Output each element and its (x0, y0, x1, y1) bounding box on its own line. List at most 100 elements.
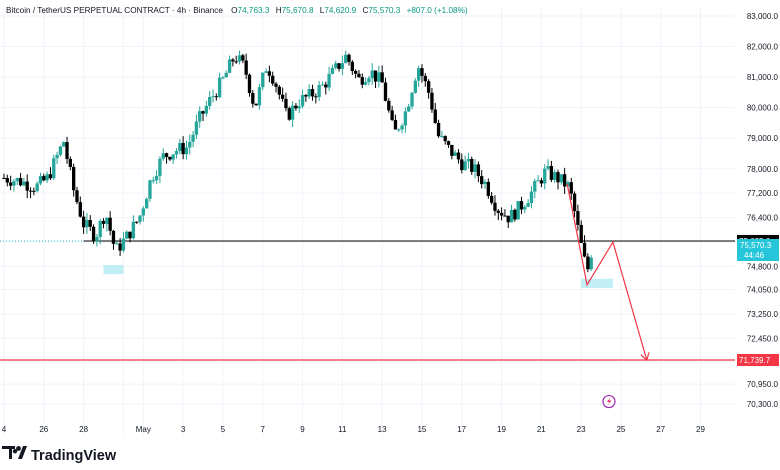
open-value: 74,763.3 (238, 6, 270, 15)
candle-body (168, 156, 172, 160)
price-tick-label: 82,000.0 (747, 43, 779, 52)
candle-body (25, 181, 29, 191)
candle-body (529, 191, 534, 204)
candle-body (271, 75, 275, 84)
candle-body (237, 55, 242, 62)
time-tick-label: 7 (260, 425, 265, 434)
candle-body (151, 180, 155, 182)
candle-body (566, 182, 570, 187)
time-tick-label: 4 (2, 425, 7, 434)
candle-body (22, 181, 26, 186)
projection-line (566, 183, 648, 361)
time-tick-label: 21 (537, 425, 546, 434)
candle-body (347, 54, 351, 62)
candle-body (71, 166, 76, 191)
candle-body (423, 75, 427, 82)
candle-body (476, 164, 481, 177)
candles (2, 50, 593, 273)
candle-body (407, 106, 411, 112)
candle-body (579, 224, 583, 243)
projection-path (566, 183, 650, 362)
candle-body (324, 84, 328, 88)
ohlc-legend: Bitcoin / TetherUS PERPETUAL CONTRACT · … (6, 6, 468, 15)
candle-body (198, 111, 202, 122)
candle-body (353, 70, 358, 74)
candle-body (254, 103, 258, 106)
candle-body (38, 176, 43, 184)
price-axis[interactable]: 83,000.0 82,000.0 81,000.0 80,000.0 79,000.0… (747, 12, 779, 409)
candle-body (513, 209, 517, 220)
highlight-zones (103, 264, 613, 288)
time-tick-label: 9 (300, 425, 305, 434)
candle-body (403, 111, 408, 126)
candle-body (317, 85, 321, 98)
candle-body (257, 87, 262, 106)
candle-body (144, 198, 149, 209)
candle-body (426, 81, 431, 93)
candle-body (499, 212, 504, 216)
candle-body (483, 181, 487, 185)
candle-body (519, 201, 524, 210)
change-value: +807.0 (+1.08%) (407, 6, 468, 15)
candle-body (105, 217, 109, 224)
alert-icon[interactable] (602, 394, 616, 409)
candle-body (161, 153, 165, 159)
candle-body (310, 89, 315, 97)
candle-body (380, 72, 384, 83)
alert-ring (602, 394, 616, 409)
candle-body (118, 243, 122, 251)
candle-body (443, 136, 447, 142)
candle-body (460, 159, 464, 171)
target-badge-bg (737, 354, 779, 367)
candle-body (65, 142, 69, 159)
candle-body (320, 84, 325, 86)
candle-body (188, 141, 192, 148)
candle-body (234, 61, 238, 63)
candle-body (463, 161, 467, 171)
candle-body (28, 190, 33, 192)
candle-body (367, 78, 371, 83)
candle-body (247, 74, 252, 94)
candle-body (393, 119, 398, 130)
candle-body (194, 121, 199, 135)
candle-body (446, 141, 451, 145)
candle-body (480, 176, 484, 185)
target-badge-label: 71,739.7 (739, 356, 771, 365)
tradingview-logo[interactable]: TradingView (2, 446, 117, 464)
candle-body (357, 73, 361, 78)
candle-body (88, 220, 92, 227)
candle-body (18, 178, 23, 186)
candle-body (360, 77, 364, 85)
candle-body (330, 67, 335, 74)
time-tick-label: 28 (79, 425, 88, 434)
candle-body (334, 63, 338, 68)
time-axis[interactable]: 4 26 28 May 3 5 7 9 11 13 15 17 19 21 23 25 27 29 (2, 425, 706, 434)
grid (0, 8, 735, 437)
price-tick-label: 81,000.0 (747, 73, 779, 82)
candle-body (559, 174, 563, 183)
tradingview-logo-icon (2, 446, 27, 459)
candle-body (294, 105, 298, 109)
candle-body (178, 143, 182, 152)
low-value: 74,620.9 (324, 6, 356, 15)
candle-body (496, 210, 500, 213)
candle-body (436, 122, 441, 137)
tradingview-logo-dot (16, 446, 21, 451)
time-tick-label: 25 (616, 425, 625, 434)
candle-body (85, 220, 89, 228)
low-zone-1 (103, 264, 124, 275)
tradingview-wordmark: TradingView (31, 448, 117, 464)
candle-body (78, 202, 82, 217)
candle-body (12, 181, 16, 186)
current-price-badge-bg (737, 238, 779, 261)
candle-body (456, 152, 461, 160)
candle-body (576, 211, 580, 225)
price-tick-label: 73,250.0 (747, 310, 779, 319)
time-tick-label: 27 (656, 425, 665, 434)
candle-body (473, 164, 477, 172)
candle-body (58, 146, 63, 155)
candle-body (470, 158, 474, 172)
candle-body (217, 77, 222, 98)
